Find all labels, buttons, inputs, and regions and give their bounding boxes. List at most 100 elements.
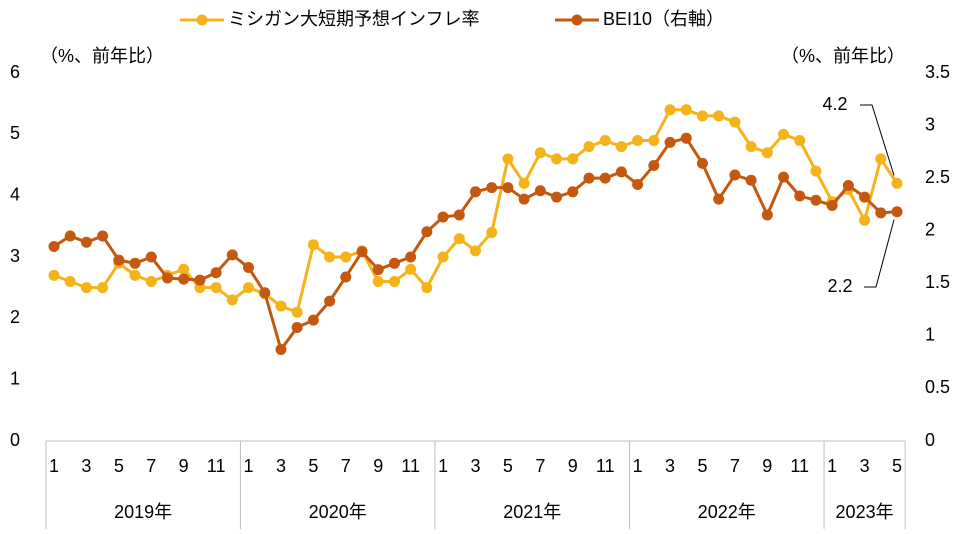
data-point [421,226,433,238]
data-point [307,314,319,326]
data-point [518,193,530,205]
data-point [599,172,611,184]
y2-tick-label: 0 [925,430,935,450]
x-group-label: 2020年 [309,502,367,522]
data-point [502,153,514,165]
data-point [486,182,498,194]
x-tick-label: 5 [114,456,124,476]
data-point [729,169,741,181]
data-point [551,153,563,165]
series-line [53,136,898,353]
y2-tick-label: 2.5 [925,167,950,187]
data-point [80,282,92,294]
data-point [567,186,579,198]
x-tick-label: 9 [373,456,383,476]
data-point [470,245,481,257]
data-point [421,282,433,294]
y2-tick-label: 3 [925,114,935,134]
x-tick-label: 11 [596,456,615,476]
data-point [80,236,92,248]
data-point [842,180,854,192]
data-point [599,134,611,146]
data-point [648,160,660,172]
leader-line [864,219,895,288]
data-point [551,191,563,203]
x-tick-label: 1 [438,456,448,476]
data-point [372,276,384,288]
data-point [405,263,417,275]
x-tick-label: 1 [244,456,254,476]
data-point [778,171,790,183]
data-point [518,177,530,189]
data-point [161,272,173,284]
x-group-label: 2021年 [503,502,561,522]
data-point [875,207,887,219]
y2-unit-label: （%、前年比） [781,46,905,66]
data-point [502,182,514,194]
data-point [583,172,595,184]
data-point [372,264,384,276]
y2-tick-label: 1.5 [925,272,950,292]
data-point [178,263,190,275]
data-point [194,274,206,286]
data-point [794,190,806,202]
data-point [437,251,449,263]
data-point [97,282,109,294]
x-tick-label: 5 [308,456,318,476]
data-point [648,134,660,146]
y-tick-label: 6 [10,62,20,82]
data-point [453,209,465,221]
data-point [226,294,238,306]
data-point [696,110,708,122]
data-point [794,134,806,146]
data-point [388,276,400,288]
data-point [745,174,757,186]
data-point [778,128,790,140]
data-point [48,269,60,281]
x-tick-label: 3 [276,456,286,476]
x-tick-label: 5 [892,456,902,476]
data-point [713,193,725,205]
y-tick-label: 0 [10,430,20,450]
data-point [64,230,76,242]
data-point [696,157,708,169]
x-tick-label: 9 [762,456,772,476]
x-tick-label: 3 [470,456,480,476]
data-point [291,321,303,333]
x-tick-label: 5 [697,456,707,476]
data-point [615,166,627,178]
data-point [324,295,336,307]
data-point [859,191,871,203]
x-tick-label: 11 [401,456,420,476]
data-point [534,185,546,197]
data-point [664,136,676,148]
data-point [129,257,141,269]
data-point [275,300,287,312]
data-point [713,110,725,122]
y2-tick-label: 1 [925,325,935,345]
leader-line [860,104,895,176]
y-tick-label: 3 [10,246,20,266]
data-point [810,165,822,177]
data-point [875,153,887,165]
data-point [567,153,579,165]
data-point [340,251,352,263]
data-point [113,254,125,266]
y-tick-label: 5 [10,123,20,143]
y-tick-label: 4 [10,184,20,204]
x-group-label: 2023年 [836,502,894,522]
y2-tick-label: 2 [925,219,935,239]
x-tick-label: 1 [827,456,837,476]
data-point [891,177,903,189]
data-point [632,178,644,190]
data-point [129,269,141,281]
data-point [680,104,692,116]
annotation: 2.2 [827,276,852,296]
x-group-label: 2022年 [698,502,756,522]
x-tick-label: 3 [860,456,870,476]
x-tick-label: 9 [568,456,578,476]
data-point [210,282,222,294]
data-point [632,134,644,146]
data-point [48,240,60,252]
